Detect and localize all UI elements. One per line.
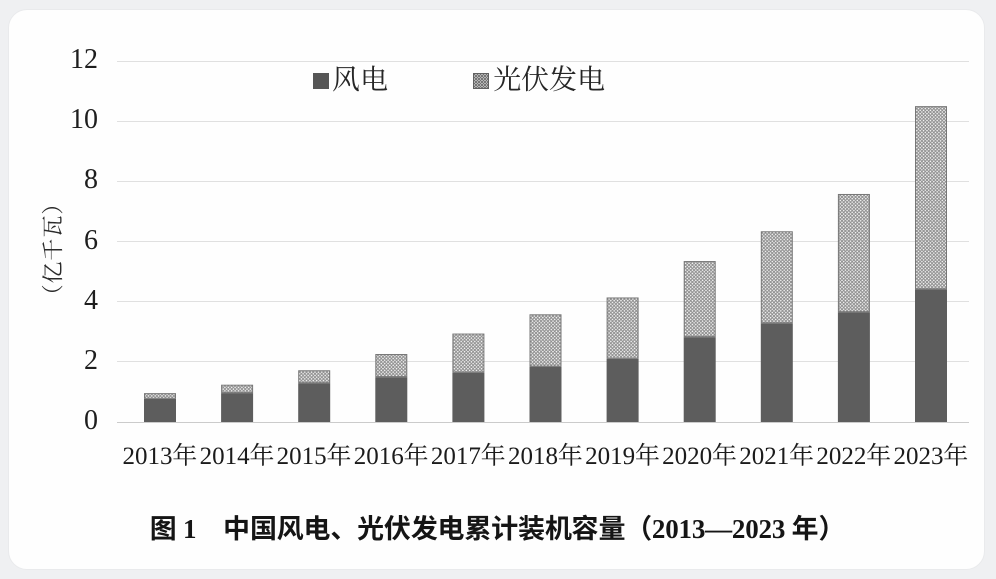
x-tick-label-2015年: 2015年 [276, 443, 352, 470]
bar-2017年-风电 [452, 372, 485, 422]
x-tick-label-2020年: 2020年 [662, 443, 738, 470]
bar-2013年-光伏发电 [144, 393, 176, 399]
figure-card: 0 2 4 6 8 10 12 （亿千瓦） 2013年 2014年 2015年 2016年 2017… [8, 9, 985, 570]
legend-label-光伏发电: 光伏发电 [493, 65, 606, 96]
bar-2014年-光伏发电 [221, 384, 254, 394]
bars-area [144, 106, 947, 422]
x-tick-label-2018年: 2018年 [507, 443, 583, 470]
bar-2014年-风电 [221, 393, 254, 422]
bar-2015年-风电 [298, 383, 331, 422]
bar-2023年-光伏发电 [915, 106, 947, 290]
x-tick-label-2022年: 2022年 [816, 443, 892, 470]
legend-swatch-光伏发电 [473, 73, 489, 89]
bar-2016年-光伏发电 [375, 354, 408, 378]
y-tick-label-6: 6 [84, 224, 98, 256]
gridline-y6 [117, 241, 969, 242]
legend-swatch-风电 [313, 73, 329, 89]
bar-2013年-风电 [144, 398, 176, 422]
x-tick-label-2019年: 2019年 [585, 443, 661, 470]
bar-2023年-风电 [915, 289, 947, 422]
stacked-bar-chart: 0 2 4 6 8 10 12 （亿千瓦） 2013年 2014年 2015年 2016年 2017… [9, 10, 986, 510]
y-tick-label-10: 10 [70, 104, 98, 136]
gridline-y10 [117, 120, 969, 122]
x-tick-label-2023年: 2023年 [893, 443, 969, 470]
legend-label-风电: 风电 [332, 65, 389, 96]
bar-2016年-风电 [375, 377, 408, 422]
bar-2020年-光伏发电 [683, 261, 716, 338]
bar-2015年-光伏发电 [298, 370, 331, 384]
figure-caption: 图 1 中国风电、光伏发电累计装机容量（2013—2023 年） [149, 514, 846, 544]
bar-2021年-光伏发电 [760, 231, 793, 324]
x-tick-label-2013年: 2013年 [122, 443, 198, 470]
bar-2022年-风电 [837, 312, 870, 422]
bar-2019年-光伏发电 [606, 297, 639, 359]
y-tick-label-4: 4 [84, 284, 98, 316]
gridline-y8 [117, 180, 969, 182]
bar-2020年-风电 [683, 337, 716, 422]
x-tick-label-2014年: 2014年 [199, 443, 275, 470]
bar-2018年-风电 [529, 366, 562, 422]
bar-2022年-光伏发电 [837, 193, 870, 313]
bar-2017年-光伏发电 [452, 333, 485, 373]
bar-2018年-光伏发电 [529, 314, 562, 367]
bar-2021年-风电 [760, 323, 793, 422]
x-tick-label-2017年: 2017年 [430, 443, 506, 470]
x-tick-label-2021年: 2021年 [739, 443, 815, 470]
y-tick-label-12: 12 [70, 44, 98, 75]
gridline-y12 [117, 60, 969, 62]
legend-swatch-rect-风电 [313, 73, 329, 89]
bar-2019年-风电 [606, 358, 639, 422]
gridline-y4 [117, 301, 969, 303]
y-tick-label-8: 8 [84, 164, 98, 196]
x-tick-label-2016年: 2016年 [353, 443, 429, 470]
y-tick-label-0: 0 [84, 405, 98, 436]
y-tick-label-2: 2 [84, 344, 98, 376]
legend-swatch-rect-光伏发电 [473, 73, 489, 89]
